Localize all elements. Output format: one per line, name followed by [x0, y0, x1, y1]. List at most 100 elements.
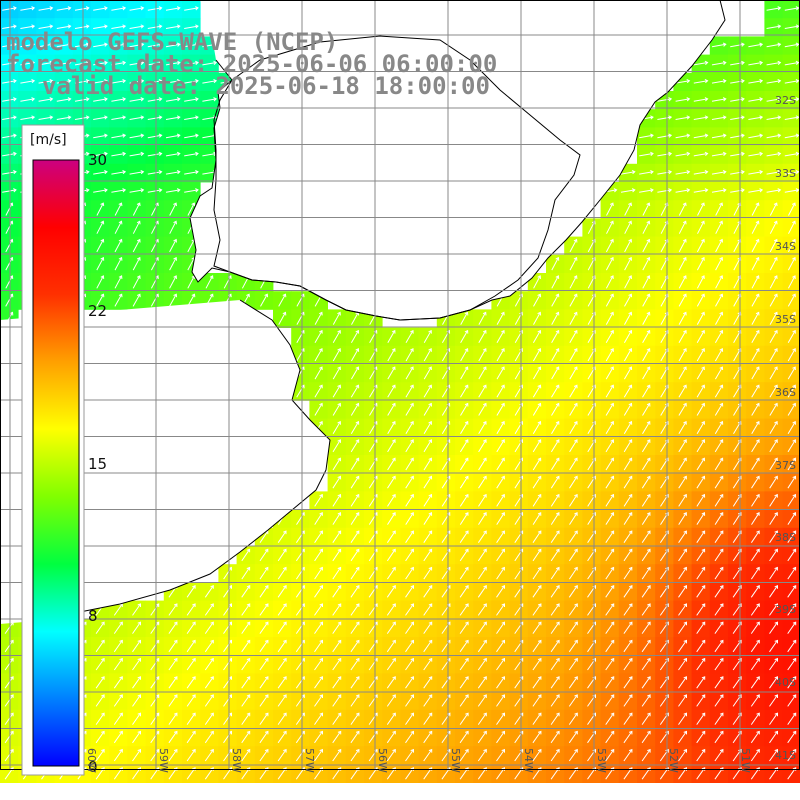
wind-arrow — [441, 676, 451, 689]
wind-arrow — [111, 189, 126, 193]
wind-arrow-head — [173, 603, 178, 607]
wind-arrow — [332, 640, 342, 653]
wind-arrow — [332, 312, 341, 325]
wind-arrow-head — [337, 530, 342, 535]
wind-arrow — [93, 7, 108, 11]
wind-arrow-head — [537, 621, 542, 626]
wind-arrow — [533, 293, 541, 307]
wind-arrow — [241, 640, 251, 653]
wind-arrow — [551, 366, 560, 380]
wind-arrow — [787, 494, 796, 507]
wind-arrow-head — [792, 603, 797, 607]
wind-arrow-head — [628, 348, 633, 352]
wind-arrow — [477, 640, 487, 653]
wind-arrow — [350, 676, 360, 689]
wind-arrow-head — [701, 584, 706, 589]
wind-arrow — [748, 134, 763, 139]
wind-arrow — [204, 694, 214, 707]
wind-arrow-head — [173, 256, 177, 261]
wind-arrow — [477, 694, 487, 707]
wind-arrow-head — [537, 275, 541, 279]
wind-arrow — [38, 80, 53, 84]
wind-arrow — [169, 239, 177, 253]
wind-arrow-head — [519, 384, 523, 389]
wind-arrow-head — [85, 60, 90, 65]
wind-arrow-head — [741, 188, 745, 193]
wind-arrow-head — [104, 60, 108, 65]
wind-arrow — [368, 658, 378, 671]
wind-arrow-head — [774, 748, 778, 753]
wind-arrow — [165, 153, 180, 157]
wind-arrow-head — [483, 676, 487, 680]
wind-arrow — [202, 98, 217, 102]
wind-arrow — [314, 621, 323, 634]
wind-arrow-head — [759, 78, 764, 84]
wind-arrow-head — [755, 384, 760, 389]
wind-arrow — [129, 98, 144, 102]
wind-arrow-head — [664, 238, 669, 243]
wind-arrow-head — [465, 694, 469, 698]
wind-arrow-head — [719, 275, 723, 279]
wind-arrow — [678, 585, 687, 598]
wind-arrow — [277, 530, 287, 543]
wind-arrow-head — [647, 566, 651, 571]
wind-arrow-head — [682, 202, 687, 207]
wind-arrow-head — [391, 348, 396, 352]
wind-arrow — [769, 530, 778, 543]
wind-arrow-head — [10, 639, 14, 644]
wind-arrow — [241, 676, 251, 689]
wind-arrow-head — [428, 457, 432, 462]
wind-arrow — [184, 25, 199, 29]
wind-arrow — [751, 385, 760, 398]
wind-arrow — [111, 153, 126, 157]
wind-arrow-head — [592, 348, 596, 352]
wind-arrow-head — [573, 311, 578, 316]
wind-arrow-head — [337, 512, 342, 516]
wind-arrow-head — [792, 493, 797, 498]
wind-arrow-head — [795, 78, 800, 84]
wind-arrow-head — [319, 548, 323, 553]
wind-arrow-head — [410, 512, 414, 516]
wind-arrow-head — [410, 402, 414, 407]
wind-arrow-head — [686, 169, 691, 175]
wind-arrow-head — [173, 220, 177, 225]
wind-arrow — [693, 98, 708, 102]
wind-arrow — [714, 348, 723, 362]
wind-arrow — [551, 275, 559, 289]
wind-arrow-head — [337, 621, 342, 626]
wind-arrow — [132, 676, 141, 689]
wind-arrow — [605, 603, 615, 616]
wind-arrow-head — [628, 493, 633, 498]
wind-arrow-head — [501, 548, 505, 553]
wind-arrow-head — [246, 639, 251, 644]
wind-arrow — [259, 567, 269, 580]
wind-arrow-head — [483, 512, 487, 516]
wind-arrow-head — [155, 730, 160, 735]
wind-arrow-head — [392, 530, 396, 535]
wind-arrow — [150, 257, 159, 271]
wind-arrow — [714, 549, 724, 562]
wind-arrow — [95, 731, 105, 744]
wind-arrow — [459, 749, 469, 762]
wind-arrow — [569, 348, 578, 362]
wind-arrow-head — [665, 730, 669, 735]
wind-arrow — [368, 621, 378, 634]
wind-arrow — [441, 694, 451, 707]
wind-arrow — [314, 712, 323, 725]
wind-arrow-head — [501, 621, 505, 626]
wind-arrow-head — [628, 603, 633, 607]
valid-date: valid date: 2025-06-18 18:00:00 — [42, 72, 490, 100]
wind-arrow-head — [795, 133, 800, 138]
wind-arrow-head — [465, 530, 469, 535]
wind-arrow-head — [282, 311, 287, 316]
wind-arrow-head — [246, 730, 251, 735]
wind-arrow — [111, 25, 126, 29]
wind-arrow — [129, 7, 144, 11]
wind-arrow — [605, 275, 614, 289]
wind-arrow-head — [773, 311, 778, 316]
wind-arrow — [696, 457, 705, 471]
wind-arrow-head — [337, 712, 342, 717]
wind-arrow-head — [283, 676, 287, 680]
wind-arrow-head — [792, 548, 797, 553]
wind-arrow — [423, 348, 432, 362]
